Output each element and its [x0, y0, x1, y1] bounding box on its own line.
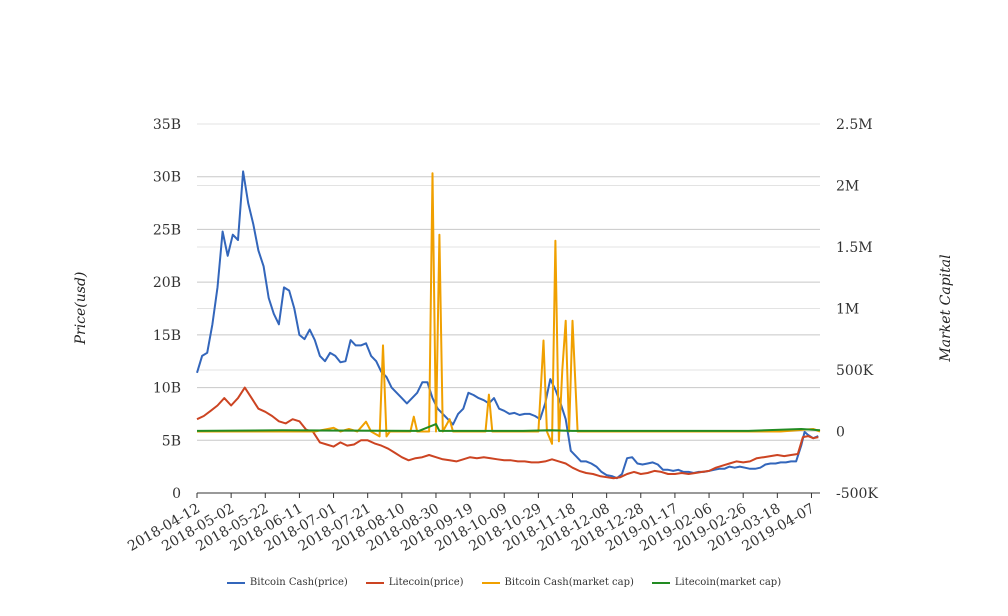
y-left-tick-label: 20B [153, 275, 181, 291]
y-left-tick-label: 25B [153, 222, 181, 238]
series-line [196, 170, 819, 480]
y-right-tick-label: -500K [836, 486, 878, 502]
grid-lines [197, 123, 820, 494]
legend: Bitcoin Cash(price) Litecoin(price) Bitcoi… [0, 577, 1008, 588]
y-right-tick-label: 1.5M [836, 240, 873, 256]
y-right-tick-label: 2.5M [836, 117, 873, 133]
y-left-tick-label: 0 [172, 486, 181, 502]
legend-label: Litecoin(market cap) [674, 577, 782, 588]
legend-label: Bitcoin Cash(market cap) [504, 577, 634, 588]
legend-label: Litecoin(price) [388, 577, 464, 588]
legend-item[interactable]: Bitcoin Cash(market cap) [481, 577, 634, 588]
y-axis-right-title: Market Capital [938, 254, 954, 362]
series-line [196, 423, 821, 432]
y-left-tick-label: 30B [153, 170, 181, 186]
legend-swatch [651, 581, 670, 584]
legend-label: Bitcoin Cash(price) [249, 577, 348, 588]
legend-item[interactable]: Bitcoin Cash(price) [226, 577, 348, 588]
y-right-tick-label: 500K [836, 363, 874, 379]
y-axis-left-title: Price(usd) [73, 272, 89, 346]
legend-item[interactable]: Litecoin(price) [365, 577, 464, 588]
legend-swatch [365, 581, 384, 584]
legend-item[interactable]: Litecoin(market cap) [651, 577, 782, 588]
y-right-tick-label: 1M [836, 302, 859, 318]
series-layer [196, 170, 821, 480]
y-left-tick-label: 35B [153, 117, 181, 133]
legend-swatch [481, 581, 500, 584]
legend-swatch [226, 581, 245, 584]
y-right-tick-label: 2M [836, 179, 859, 195]
axes: 0 5B 10B 15B 20B 25B 30B 35B -500K 0 500K 1M 1.5M 2M 2… [125, 117, 878, 555]
y-left-tick-label: 10B [153, 381, 181, 397]
y-left-tick-label: 5B [162, 433, 181, 449]
y-left-tick-label: 15B [153, 328, 181, 344]
series-line [196, 386, 819, 480]
y-right-tick-label: 0 [836, 425, 845, 441]
